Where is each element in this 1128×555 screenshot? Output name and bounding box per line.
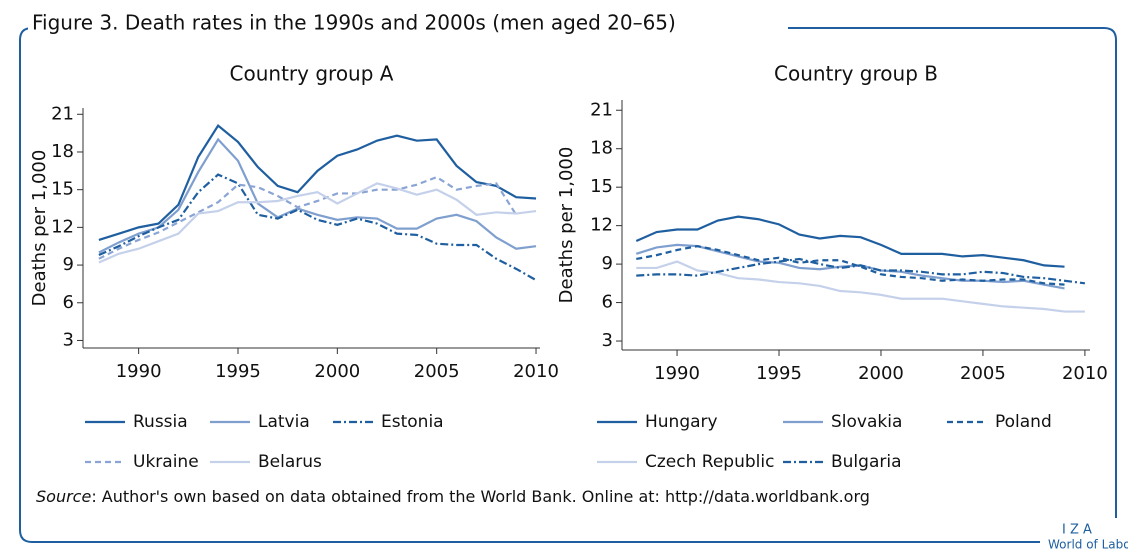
x-tick-label: 1990 [116, 361, 162, 382]
series-line [98, 182, 537, 264]
series-line [636, 257, 1086, 285]
legend-label: Ukraine [133, 452, 199, 472]
series-line [98, 173, 537, 282]
y-tick-label: 15 [51, 179, 74, 200]
legend-label: Poland [995, 412, 1052, 432]
y-tick-label: 9 [63, 254, 74, 275]
subplot-title: Country group B [774, 62, 938, 86]
legend-label: Czech Republic [645, 452, 774, 472]
x-tick-label: 2005 [414, 361, 460, 382]
x-tick-label: 2005 [960, 363, 1006, 384]
series-line [98, 175, 518, 260]
y-tick-label: 9 [602, 253, 613, 274]
series-line [635, 243, 1065, 290]
x-tick-label: 2010 [1062, 363, 1108, 384]
series-line [98, 137, 537, 254]
y-tick-label: 15 [590, 176, 613, 197]
y-tick-label: 21 [590, 99, 613, 120]
y-tick-label: 18 [51, 141, 74, 162]
legend-label: Russia [133, 412, 188, 432]
subplot-title: Country group A [230, 62, 394, 86]
source-label: Source [36, 487, 91, 506]
x-tick-label: 1995 [756, 363, 802, 384]
legend-label: Bulgaria [831, 452, 902, 472]
figure-title: Figure 3. Death rates in the 1990s and 2… [32, 11, 676, 35]
legend-label: Belarus [258, 452, 322, 472]
logo-bg [1040, 518, 1120, 551]
title-bg [28, 12, 788, 38]
logo-mark: I Z A [1062, 523, 1092, 538]
series-line [98, 123, 537, 241]
x-tick-label: 2000 [858, 363, 904, 384]
source-text: : Author's own based on data obtained fr… [91, 487, 870, 506]
legend-label: Slovakia [831, 412, 902, 432]
y-axis-label: Deaths per 1,000 [29, 150, 50, 307]
y-tick-label: 3 [602, 330, 613, 351]
series-line [636, 245, 1065, 286]
x-tick-label: 1995 [215, 361, 261, 382]
y-tick-label: 3 [63, 329, 74, 350]
y-tick-label: 21 [51, 103, 74, 124]
series-line [636, 260, 1085, 313]
x-tick-label: 2010 [513, 361, 559, 382]
y-axis-label: Deaths per 1,000 [556, 147, 577, 304]
x-tick-label: 1990 [654, 363, 700, 384]
legend-label: Hungary [645, 412, 718, 432]
series-line [635, 215, 1065, 268]
source: Source: Author's own based on data obtai… [36, 487, 870, 506]
y-tick-label: 12 [51, 216, 74, 237]
logo-text: World of Labor [1048, 538, 1128, 552]
legend-label: Estonia [381, 412, 444, 432]
x-tick-label: 2000 [314, 361, 360, 382]
y-tick-label: 18 [590, 138, 613, 159]
legend-label: Latvia [258, 412, 310, 432]
y-tick-label: 6 [63, 292, 74, 313]
y-tick-label: 6 [602, 292, 613, 313]
y-tick-label: 12 [590, 215, 613, 236]
